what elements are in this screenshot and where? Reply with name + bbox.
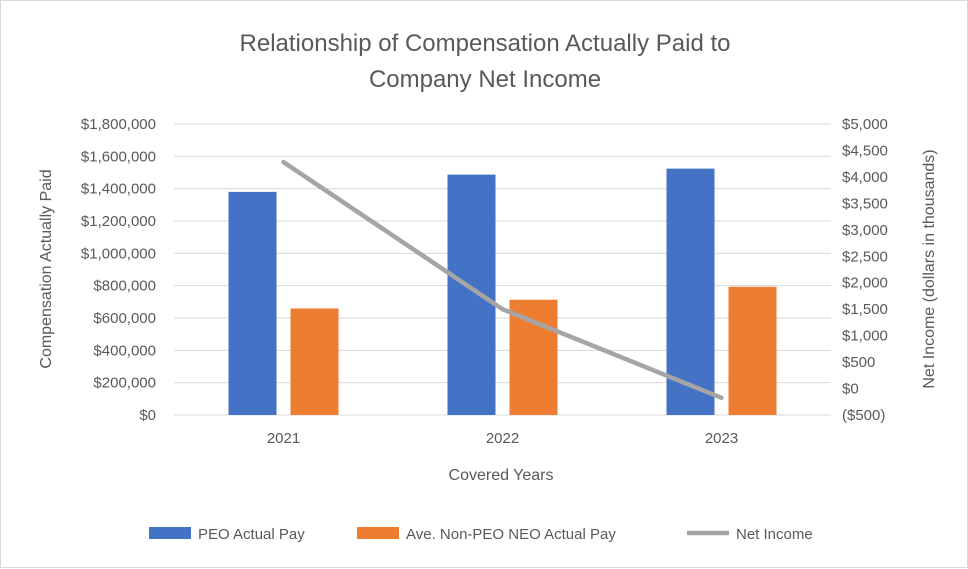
x-axis-label: Covered Years — [449, 467, 554, 484]
y2-tick-label: $0 — [842, 381, 859, 398]
y2-tick-label: $4,500 — [842, 142, 888, 159]
x-tick-label: 2023 — [705, 430, 738, 447]
y-tick-label: $800,000 — [93, 278, 156, 295]
legend-label: Ave. Non-PEO NEO Actual Pay — [406, 526, 616, 543]
y2-tick-label: $1,000 — [842, 328, 888, 345]
y-tick-label: $1,600,000 — [81, 148, 156, 165]
y-tick-label: $1,400,000 — [81, 181, 156, 198]
legend-item: Ave. Non-PEO NEO Actual Pay — [357, 526, 616, 543]
y2-tick-label: $1,500 — [842, 301, 888, 318]
x-tick-label: 2022 — [486, 430, 519, 447]
bar-ave-non-peo-neo-actual-pay-2023 — [729, 287, 777, 415]
legend-item: PEO Actual Pay — [149, 526, 305, 543]
bar-peo-actual-pay-2021 — [229, 192, 277, 415]
legend-item: Net Income — [687, 526, 813, 543]
y2-tick-label: $3,000 — [842, 222, 888, 239]
chart-title-line-2: Company Net Income — [369, 66, 601, 93]
y2-tick-label: $500 — [842, 354, 875, 371]
legend-label: PEO Actual Pay — [198, 526, 305, 543]
bar-peo-actual-pay-2022 — [448, 175, 496, 415]
y2-tick-label: $2,000 — [842, 275, 888, 292]
bar-ave-non-peo-neo-actual-pay-2021 — [291, 308, 339, 415]
x-tick-label: 2021 — [267, 430, 300, 447]
y-tick-label: $400,000 — [93, 342, 156, 359]
legend-label: Net Income — [736, 526, 813, 543]
y2-tick-label: $2,500 — [842, 248, 888, 265]
legend-swatch — [149, 527, 191, 539]
y-tick-label: $0 — [139, 407, 156, 424]
y2-axis-label: Net Income (dollars in thousands) — [921, 149, 938, 388]
y-tick-label: $200,000 — [93, 375, 156, 392]
y-tick-label: $1,200,000 — [81, 213, 156, 230]
line-series-net-income — [284, 162, 722, 398]
y2-tick-label: $3,500 — [842, 195, 888, 212]
legend-swatch — [357, 527, 399, 539]
y-tick-label: $1,800,000 — [81, 116, 156, 133]
y-axis-label: Compensation Actually Paid — [38, 169, 55, 368]
y-tick-label: $1,000,000 — [81, 245, 156, 262]
y-tick-label: $600,000 — [93, 310, 156, 327]
y2-tick-label: $5,000 — [842, 116, 888, 133]
y2-tick-label: $4,000 — [842, 169, 888, 186]
chart-title-line-1: Relationship of Compensation Actually Pa… — [240, 30, 731, 57]
y2-tick-label: ($500) — [842, 407, 885, 424]
